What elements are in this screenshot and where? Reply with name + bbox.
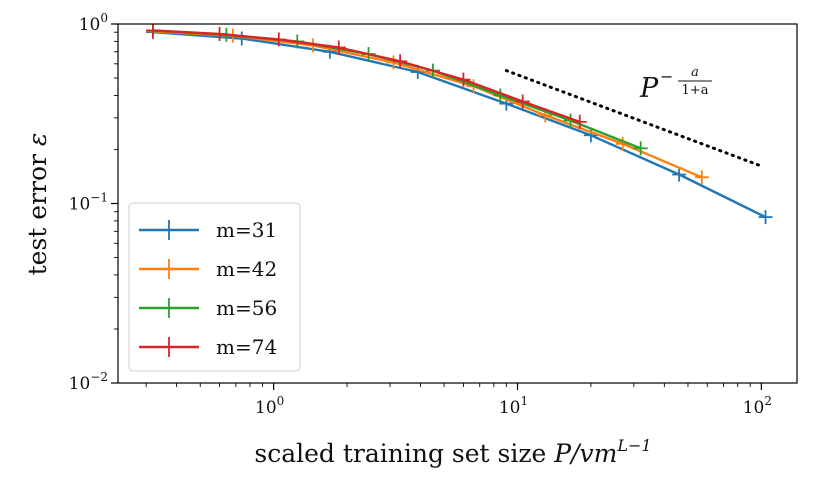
legend-label-m=74: m=74 xyxy=(216,335,277,359)
x-axis-label: scaled training set size P/vmL−1 xyxy=(254,436,651,468)
series-marker-m=74-1 xyxy=(212,26,227,41)
y-axis-label-math: ε xyxy=(23,133,52,146)
x-axis-label-exponent: L−1 xyxy=(616,436,651,455)
series-marker-m=42-7 xyxy=(694,170,709,185)
series-marker-m=74-2 xyxy=(271,32,286,47)
x-tick-label-2: 102 xyxy=(743,394,772,418)
plot-frame xyxy=(117,23,798,384)
legend-label-m=42: m=42 xyxy=(216,257,277,281)
reference-label-base: P xyxy=(639,73,659,104)
reference-line-layer xyxy=(504,69,765,169)
reference-label-exponent-minus: − xyxy=(660,67,673,86)
series-marker-m=31-5 xyxy=(583,128,598,143)
y-tick-label-1: 10−1 xyxy=(69,191,108,215)
legend-entry-m=42: m=42 xyxy=(139,257,277,281)
series-marker-m=31-7 xyxy=(758,210,773,225)
legend-label-m=56: m=56 xyxy=(216,296,277,320)
legend-box xyxy=(128,202,301,372)
y-tick-label-2: 100 xyxy=(79,11,108,35)
series-line-m=31 xyxy=(152,31,767,219)
series-marker-m=74-7 xyxy=(572,114,587,129)
series-line-m=74 xyxy=(152,29,581,124)
axes-layer: 100 101 102 10−2 10−1 100 xyxy=(69,11,798,418)
reference-line-label: P − a 1+a xyxy=(639,65,712,104)
series-marker-m=74-6 xyxy=(515,94,530,109)
series-m=74 xyxy=(145,23,587,129)
y-axis-label-prefix: test error xyxy=(23,146,52,275)
legend-entry-m=31: m=31 xyxy=(139,218,277,242)
series-marker-m=74-0 xyxy=(145,23,160,38)
legend: m=31 m=42 m=56 m=74 xyxy=(128,202,301,372)
legend-label-m=31: m=31 xyxy=(216,218,277,242)
reference-label-exponent-denominator: 1+a xyxy=(682,83,709,98)
series-marker-m=74-5 xyxy=(456,72,471,87)
legend-entry-m=56: m=56 xyxy=(139,296,277,320)
series-marker-m=56-7 xyxy=(633,141,648,156)
x-axis-label-math: P/vm xyxy=(553,439,617,468)
y-tick-label-0: 10−2 xyxy=(69,370,108,394)
reference-dotted-line xyxy=(504,69,765,169)
reference-label-exponent-numerator: a xyxy=(691,65,699,80)
legend-entry-m=74: m=74 xyxy=(139,335,277,359)
series-marker-m=74-3 xyxy=(331,40,346,55)
series-marker-m=74-4 xyxy=(393,54,408,69)
x-tick-label-0: 100 xyxy=(255,394,284,418)
y-axis-label: test error ε xyxy=(23,133,52,276)
x-axis-label-prefix: scaled training set size xyxy=(254,439,554,468)
series-layer xyxy=(145,23,773,225)
series-marker-m=31-6 xyxy=(672,167,687,182)
x-tick-label-1: 101 xyxy=(499,394,528,418)
